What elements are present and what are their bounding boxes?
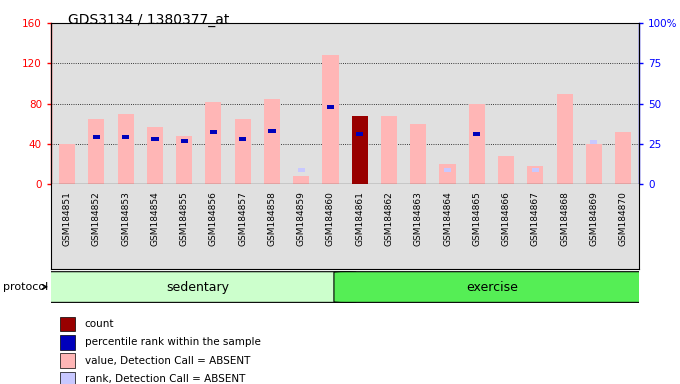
Text: GSM184859: GSM184859 [296, 191, 306, 246]
Bar [439, 164, 456, 184]
Text: count: count [84, 319, 114, 329]
Text: GSM184856: GSM184856 [209, 191, 218, 246]
Bar [60, 335, 75, 350]
Bar [264, 99, 280, 184]
Bar [298, 168, 305, 172]
Text: value, Detection Call = ABSENT: value, Detection Call = ABSENT [84, 356, 250, 366]
FancyBboxPatch shape [334, 272, 650, 302]
Text: GSM184863: GSM184863 [413, 191, 423, 246]
Bar [556, 94, 573, 184]
Bar [92, 135, 100, 139]
Bar [469, 104, 485, 184]
Text: GSM184868: GSM184868 [560, 191, 569, 246]
Bar [322, 55, 339, 184]
Bar [615, 132, 631, 184]
Bar [210, 130, 217, 134]
Bar [60, 353, 75, 368]
Bar [269, 129, 275, 133]
Bar [532, 168, 539, 172]
Bar [180, 139, 188, 143]
Text: rank, Detection Call = ABSENT: rank, Detection Call = ABSENT [84, 374, 245, 384]
Bar [122, 135, 129, 139]
Text: GSM184870: GSM184870 [619, 191, 628, 246]
Bar [444, 168, 451, 172]
Bar [293, 176, 309, 184]
Bar [88, 119, 105, 184]
Bar [60, 372, 75, 384]
Text: GSM184851: GSM184851 [63, 191, 71, 246]
Text: percentile rank within the sample: percentile rank within the sample [84, 338, 260, 348]
Bar [210, 130, 217, 134]
Bar [180, 139, 188, 143]
Text: GSM184855: GSM184855 [180, 191, 188, 246]
Bar [590, 140, 598, 144]
Text: GSM184853: GSM184853 [121, 191, 130, 246]
Bar [147, 127, 163, 184]
Bar [239, 137, 246, 141]
Bar [60, 317, 75, 331]
Bar [239, 137, 246, 141]
Bar [356, 132, 363, 136]
Bar [59, 144, 75, 184]
Bar [176, 136, 192, 184]
Text: protocol: protocol [3, 282, 49, 292]
Text: GSM184869: GSM184869 [590, 191, 598, 246]
Bar [473, 132, 480, 136]
FancyBboxPatch shape [40, 272, 356, 302]
Bar [205, 102, 222, 184]
Bar [92, 135, 100, 139]
Text: GSM184862: GSM184862 [384, 191, 394, 246]
Text: GSM184864: GSM184864 [443, 191, 452, 246]
Text: sedentary: sedentary [167, 281, 230, 293]
Bar [585, 144, 602, 184]
Bar [151, 137, 158, 141]
Bar [235, 119, 251, 184]
Bar [327, 105, 334, 109]
Text: GSM184867: GSM184867 [531, 191, 540, 246]
Text: GDS3134 / 1380377_at: GDS3134 / 1380377_at [68, 13, 229, 27]
Text: GSM184866: GSM184866 [502, 191, 511, 246]
Bar [118, 114, 134, 184]
Text: GSM184854: GSM184854 [150, 191, 159, 246]
Bar [269, 129, 275, 133]
Text: GSM184857: GSM184857 [238, 191, 247, 246]
Text: GSM184865: GSM184865 [473, 191, 481, 246]
Bar [327, 105, 334, 109]
Bar [352, 116, 368, 184]
Bar [51, 184, 639, 269]
Bar [410, 124, 426, 184]
Text: GSM184860: GSM184860 [326, 191, 335, 246]
Bar [151, 137, 158, 141]
Bar [122, 135, 129, 139]
Bar [527, 166, 543, 184]
Text: GSM184861: GSM184861 [355, 191, 364, 246]
Text: GSM184852: GSM184852 [92, 191, 101, 246]
Bar [498, 156, 514, 184]
Text: GSM184858: GSM184858 [267, 191, 277, 246]
Text: exercise: exercise [466, 281, 518, 293]
Bar [381, 116, 397, 184]
